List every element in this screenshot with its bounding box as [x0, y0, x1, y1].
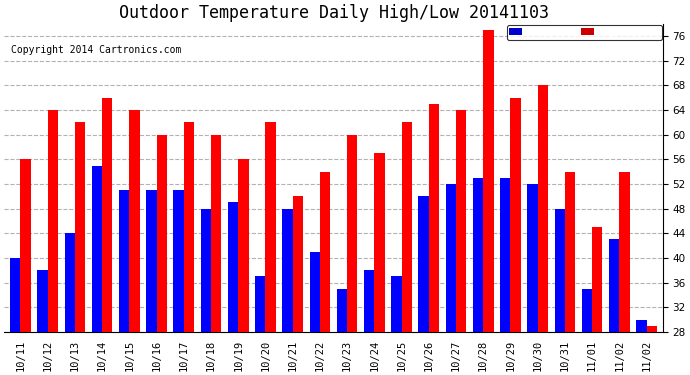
Bar — [10, 258, 21, 332]
Bar — [238, 159, 248, 332]
Bar — [266, 122, 276, 332]
Bar — [201, 209, 211, 332]
Bar — [293, 196, 303, 332]
Bar — [418, 196, 428, 332]
Legend: Low  (°F), High  (°F): Low (°F), High (°F) — [506, 25, 662, 40]
Bar — [92, 165, 102, 332]
Bar — [37, 270, 48, 332]
Bar — [184, 122, 194, 332]
Bar — [129, 110, 139, 332]
Bar — [65, 233, 75, 332]
Bar — [565, 172, 575, 332]
Text: Copyright 2014 Cartronics.com: Copyright 2014 Cartronics.com — [11, 45, 181, 55]
Bar — [211, 135, 221, 332]
Bar — [647, 326, 657, 332]
Bar — [592, 227, 602, 332]
Bar — [456, 110, 466, 332]
Bar — [119, 190, 129, 332]
Title: Outdoor Temperature Daily High/Low 20141103: Outdoor Temperature Daily High/Low 20141… — [119, 4, 549, 22]
Bar — [255, 276, 266, 332]
Bar — [582, 289, 592, 332]
Bar — [347, 135, 357, 332]
Bar — [483, 30, 493, 332]
Bar — [320, 172, 331, 332]
Bar — [428, 104, 439, 332]
Bar — [157, 135, 167, 332]
Bar — [391, 276, 402, 332]
Bar — [402, 122, 412, 332]
Bar — [173, 190, 184, 332]
Bar — [228, 202, 238, 332]
Bar — [511, 98, 521, 332]
Bar — [555, 209, 565, 332]
Bar — [102, 98, 112, 332]
Bar — [609, 240, 620, 332]
Bar — [636, 320, 647, 332]
Bar — [500, 178, 511, 332]
Bar — [282, 209, 293, 332]
Bar — [75, 122, 86, 332]
Bar — [364, 270, 375, 332]
Bar — [146, 190, 157, 332]
Bar — [375, 153, 385, 332]
Bar — [538, 86, 548, 332]
Bar — [527, 184, 538, 332]
Bar — [473, 178, 483, 332]
Bar — [21, 159, 31, 332]
Bar — [310, 252, 320, 332]
Bar — [446, 184, 456, 332]
Bar — [48, 110, 58, 332]
Bar — [620, 172, 630, 332]
Bar — [337, 289, 347, 332]
